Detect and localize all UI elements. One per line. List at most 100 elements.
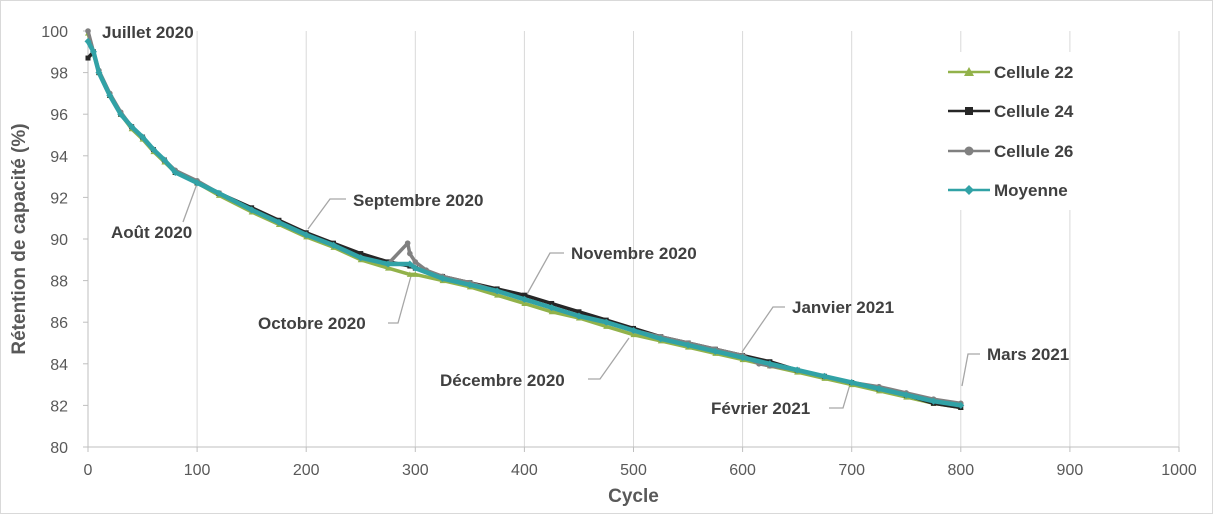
annotation-label: Décembre 2020 xyxy=(440,371,565,390)
data-point xyxy=(576,309,582,315)
x-tick-label: 400 xyxy=(511,462,538,479)
data-point xyxy=(171,168,179,176)
annotation-leader-line xyxy=(525,252,564,297)
legend-label-cellule-26: Cellule 26 xyxy=(994,142,1073,161)
data-point xyxy=(520,295,528,303)
data-point xyxy=(139,133,147,141)
data-point xyxy=(149,146,157,154)
data-point xyxy=(248,206,256,214)
data-point xyxy=(549,300,555,306)
data-point xyxy=(412,259,419,265)
annotation-leader-line xyxy=(961,353,980,387)
data-point xyxy=(930,397,938,405)
series-moyenne xyxy=(84,37,965,409)
legend-label-moyenne: Moyenne xyxy=(994,181,1068,200)
y-tick-label: 90 xyxy=(50,232,68,249)
data-point xyxy=(494,292,501,298)
data-point xyxy=(275,218,283,226)
data-point xyxy=(117,110,125,118)
x-tick-label: 500 xyxy=(620,462,647,479)
data-point xyxy=(766,360,774,368)
legend-label-cellule-22: Cellule 22 xyxy=(994,63,1073,82)
data-point xyxy=(602,318,610,326)
data-point xyxy=(302,231,310,239)
x-tick-label: 1000 xyxy=(1161,462,1197,479)
data-point xyxy=(128,123,136,131)
data-point xyxy=(106,91,114,99)
data-point xyxy=(95,69,103,77)
data-point xyxy=(193,179,201,187)
x-tick-label: 900 xyxy=(1057,462,1084,479)
data-point xyxy=(466,281,474,289)
annotation-label: Novembre 2020 xyxy=(571,244,697,263)
annotation-leader-line xyxy=(829,380,852,409)
data-point xyxy=(630,327,637,335)
data-point xyxy=(406,260,414,268)
data-point xyxy=(875,385,883,393)
data-point xyxy=(404,240,411,246)
annotation-leader-lines xyxy=(182,180,980,409)
data-point xyxy=(85,28,91,34)
data-point xyxy=(902,391,910,399)
annotation-label: Janvier 2021 xyxy=(792,298,894,317)
data-point xyxy=(215,189,223,197)
annotation-label: Juillet 2020 xyxy=(102,23,194,42)
data-point xyxy=(357,254,365,262)
y-tick-label: 80 xyxy=(50,440,68,457)
x-tick-label: 0 xyxy=(84,462,93,479)
y-tick-labels: 80 82 84 86 88 90 92 94 96 98 100 xyxy=(41,24,68,457)
y-axis-title: Rétention de capacité (%) xyxy=(9,123,30,354)
data-point xyxy=(406,271,413,277)
data-point xyxy=(711,347,719,355)
legend-item-cellule-24: Cellule 24 xyxy=(948,102,1074,121)
annotation-label: Octobre 2020 xyxy=(258,314,366,333)
x-tick-label: 600 xyxy=(729,462,756,479)
data-point xyxy=(684,341,692,349)
annotation-label: Février 2021 xyxy=(711,399,810,418)
y-tick-label: 94 xyxy=(50,149,68,166)
axes xyxy=(83,30,1180,452)
data-point xyxy=(521,292,527,298)
x-tick-label: 700 xyxy=(838,462,865,479)
x-tick-label: 100 xyxy=(184,462,211,479)
data-point xyxy=(385,265,392,271)
y-tick-label: 100 xyxy=(41,24,68,41)
data-point xyxy=(160,156,168,164)
data-point xyxy=(657,335,665,343)
data-point xyxy=(439,275,447,283)
annotation-label: Mars 2021 xyxy=(987,345,1069,364)
series-line xyxy=(85,39,964,408)
legend-item-moyenne: Moyenne xyxy=(948,181,1068,200)
y-tick-label: 82 xyxy=(50,398,68,415)
legend-item-cellule-22: Cellule 22 xyxy=(948,63,1073,82)
legend-square-marker xyxy=(965,107,973,115)
annotation-label: Août 2020 xyxy=(111,223,192,242)
data-point xyxy=(493,287,501,295)
y-tick-label: 96 xyxy=(50,107,68,124)
y-tick-label: 84 xyxy=(50,357,68,374)
month-annotations: Juillet 2020 Août 2020 Septembre 2020 Octob… xyxy=(102,23,1069,418)
annotation-label: Septembre 2020 xyxy=(353,191,483,210)
data-point xyxy=(793,366,801,374)
annotation-leader-line xyxy=(741,306,785,353)
data-point xyxy=(548,308,555,315)
x-axis-title: Cycle xyxy=(608,486,659,507)
data-point xyxy=(630,331,637,338)
x-tick-labels: 0 100 200 300 400 500 600 700 800 900 1000 xyxy=(84,462,1197,479)
legend-label-cellule-24: Cellule 24 xyxy=(994,102,1074,121)
annotation-leader-line xyxy=(588,337,630,380)
legend-diamond-marker xyxy=(964,185,974,195)
data-point xyxy=(548,304,556,312)
data-point xyxy=(957,401,965,409)
data-point xyxy=(84,37,92,45)
data-point xyxy=(89,48,97,56)
x-tick-label: 300 xyxy=(402,462,429,479)
y-tick-label: 92 xyxy=(50,190,68,207)
data-point xyxy=(411,264,419,272)
legend-item-cellule-26: Cellule 26 xyxy=(948,142,1073,161)
data-series xyxy=(84,28,965,410)
annotation-leader-line xyxy=(388,275,412,324)
data-point xyxy=(575,312,583,320)
data-point xyxy=(848,379,856,387)
